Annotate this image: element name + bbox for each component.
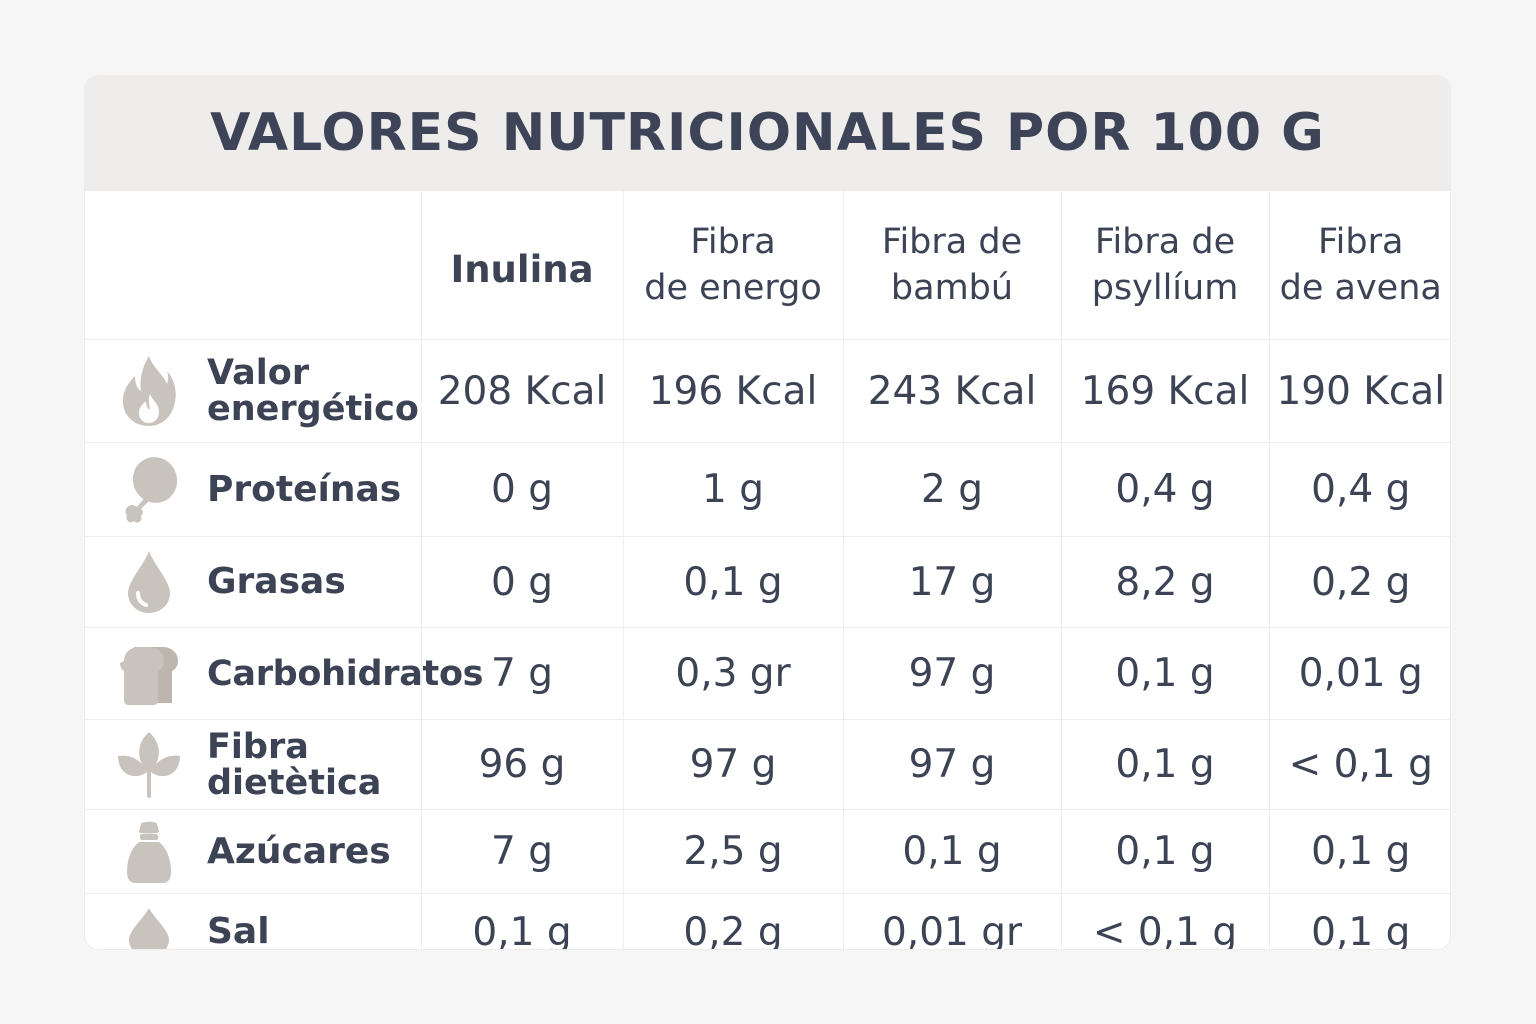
table-cell: 0,1 g xyxy=(1060,627,1270,720)
table-cell: 0,3 gr xyxy=(622,627,844,720)
header-row: Inulina Fibra de energo Fibra de bambú F… xyxy=(85,191,1450,340)
drumstick-icon xyxy=(111,452,187,528)
row-label-cell: Carbohidratos xyxy=(85,627,484,720)
table-cell: 0 g xyxy=(420,536,624,628)
table-row: Valor energético 208 Kcal 196 Kcal 243 K… xyxy=(85,339,1450,443)
table-cell: 0,1 g xyxy=(1268,809,1450,894)
table-cell: 0,4 g xyxy=(1060,442,1270,537)
table-cell: 0,4 g xyxy=(1268,442,1450,537)
row-label: Grasas xyxy=(207,561,346,602)
row-label-cell: Valor energético xyxy=(85,339,422,443)
table-cell: 7 g xyxy=(420,627,624,720)
page-title: VALORES NUTRICIONALES POR 100 G xyxy=(210,103,1325,163)
table-cell: 243 Kcal xyxy=(842,339,1062,443)
bread-icon xyxy=(111,636,187,712)
table-cell: 1 g xyxy=(622,442,844,537)
table-cell: 0,2 g xyxy=(1268,536,1450,628)
title-bar: VALORES NUTRICIONALES POR 100 G xyxy=(85,76,1450,191)
table-cell: 2,5 g xyxy=(622,809,844,894)
table-cell: < 0,1 g xyxy=(1268,719,1450,810)
table-cell: 0,1 g xyxy=(842,809,1062,894)
row-label: Valor energético xyxy=(207,353,419,429)
table-cell: 7 g xyxy=(420,809,624,894)
table-cell: < 0,1 g xyxy=(1060,893,1270,949)
nutrition-card: VALORES NUTRICIONALES POR 100 G Inulina … xyxy=(84,75,1451,950)
table-cell: 96 g xyxy=(420,719,624,810)
table-cell: 196 Kcal xyxy=(622,339,844,443)
flame-icon xyxy=(111,353,187,429)
row-label-cell: Grasas xyxy=(85,536,422,628)
table-cell: 0 g xyxy=(420,442,624,537)
table-cell: 0,1 g xyxy=(622,536,844,628)
table-cell: 208 Kcal xyxy=(420,339,624,443)
table-row: Grasas 0 g 0,1 g 17 g 8,2 g 0,2 g xyxy=(85,536,1450,628)
table-cell: 0,1 g xyxy=(420,893,624,949)
nutrition-table: Inulina Fibra de energo Fibra de bambú F… xyxy=(85,191,1450,950)
column-header: Fibra de bambú xyxy=(842,191,1062,340)
column-header: Fibra de avena xyxy=(1268,191,1450,340)
table-cell: 0,1 g xyxy=(1060,719,1270,810)
row-label-cell: Fibra dietètica xyxy=(85,719,422,810)
table-cell: 0,01 gr xyxy=(842,893,1062,949)
table-row: Azúcares 7 g 2,5 g 0,1 g 0,1 g 0,1 g xyxy=(85,809,1450,894)
column-header: Fibra de psyllíum xyxy=(1060,191,1270,340)
table-cell: 17 g xyxy=(842,536,1062,628)
table-cell: 97 g xyxy=(622,719,844,810)
table-cell: 97 g xyxy=(842,627,1062,720)
row-label-cell: Sal xyxy=(85,893,422,950)
table-cell: 8,2 g xyxy=(1060,536,1270,628)
row-label: Proteínas xyxy=(207,468,402,510)
table-cell: 169 Kcal xyxy=(1060,339,1270,443)
table-cell: 2 g xyxy=(842,442,1062,537)
table-row: Proteínas 0 g 1 g 2 g 0,4 g 0,4 g xyxy=(85,442,1450,537)
header-corner xyxy=(85,191,422,340)
table-cell: 0,01 g xyxy=(1268,627,1450,720)
table-cell: 97 g xyxy=(842,719,1062,810)
table-cell: 0,1 g xyxy=(1060,809,1270,894)
row-label-cell: Proteínas xyxy=(85,442,422,537)
drop-icon xyxy=(111,544,187,620)
salt-drop-icon xyxy=(111,894,187,949)
row-label-cell: Azúcares xyxy=(85,809,422,894)
column-header: Inulina xyxy=(420,191,624,340)
row-label: Fibra dietètica xyxy=(207,726,382,803)
table-row: Sal 0,1 g 0,2 g 0,01 gr < 0,1 g 0,1 g xyxy=(85,893,1450,950)
column-header: Fibra de energo xyxy=(622,191,844,340)
leaf-icon xyxy=(111,727,187,803)
row-label: Azúcares xyxy=(207,830,391,872)
table-cell: 190 Kcal xyxy=(1268,339,1450,443)
row-label: Carbohidratos xyxy=(207,653,484,694)
table-row: Fibra dietètica 96 g 97 g 97 g 0,1 g < 0… xyxy=(85,719,1450,810)
table-row: Carbohidratos 7 g 0,3 gr 97 g 0,1 g 0,01… xyxy=(85,627,1450,720)
sugar-sack-icon xyxy=(111,814,187,890)
row-label: Sal xyxy=(207,911,270,950)
table-cell: 0,1 g xyxy=(1268,893,1450,949)
table-cell: 0,2 g xyxy=(622,893,844,949)
